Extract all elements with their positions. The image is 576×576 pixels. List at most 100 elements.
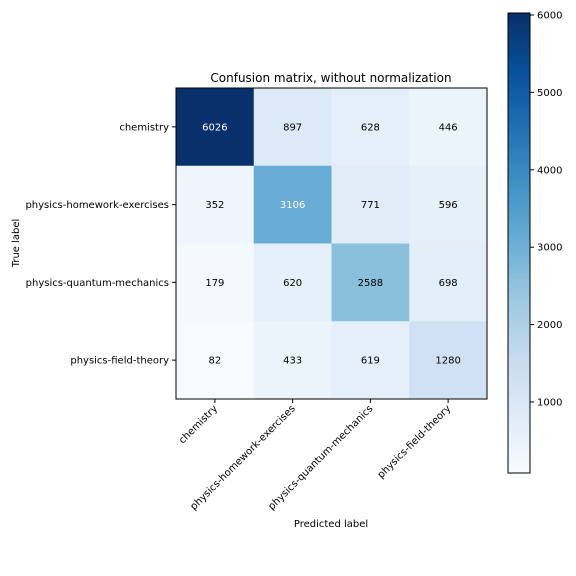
colorbar-gradient-step [508, 86, 530, 90]
colorbar-gradient-step [508, 51, 530, 55]
colorbar-gradient-step [508, 350, 530, 354]
colorbar-gradient-step [508, 48, 530, 52]
colorbar-gradient-step [508, 170, 530, 174]
colorbar-gradient-step [508, 327, 530, 331]
colorbar-gradient-step [508, 335, 530, 339]
colorbar-gradient-step [508, 308, 530, 312]
colorbar-gradient-step [508, 186, 530, 190]
colorbar-gradient-step [508, 400, 530, 404]
colorbar-gradient-step [508, 25, 530, 29]
y-tick-label: chemistry [119, 122, 169, 133]
cell-value-label: 619 [361, 356, 380, 367]
cell-value-label: 433 [283, 356, 302, 367]
colorbar-tick-label: 4000 [537, 165, 562, 176]
colorbar-gradient-step [508, 201, 530, 205]
colorbar-gradient-step [508, 205, 530, 209]
colorbar-gradient-step [508, 278, 530, 282]
colorbar-gradient-step [508, 239, 530, 243]
cell-value-label: 82 [209, 356, 222, 367]
cell-value-label: 6026 [202, 122, 227, 133]
colorbar-gradient-step [508, 235, 530, 239]
colorbar-gradient-step [508, 220, 530, 224]
colorbar-gradient-step [508, 450, 530, 454]
colorbar-gradient-step [508, 36, 530, 40]
colorbar-gradient-step [508, 155, 530, 159]
x-tick-label: physics-field-theory [376, 403, 454, 481]
colorbar-gradient-step [508, 343, 530, 347]
colorbar-gradient-step [508, 101, 530, 105]
colorbar-tick-label: 3000 [537, 243, 562, 254]
colorbar-gradient-step [508, 316, 530, 320]
colorbar-gradient-step [508, 124, 530, 128]
colorbar-gradient-step [508, 71, 530, 75]
colorbar-gradient-step [508, 270, 530, 274]
cell-value-label: 620 [283, 278, 302, 289]
colorbar-gradient-step [508, 166, 530, 170]
cell-value-label: 596 [439, 200, 458, 211]
colorbar-gradient-step [508, 304, 530, 308]
colorbar-gradient-step [508, 224, 530, 228]
colorbar-gradient-step [508, 281, 530, 285]
colorbar-gradient-step [508, 389, 530, 393]
colorbar-gradient-step [508, 28, 530, 32]
colorbar-gradient-step [508, 255, 530, 259]
colorbar-gradient-step [508, 232, 530, 236]
colorbar-gradient-step [508, 32, 530, 36]
cell-value-label: 2588 [358, 278, 383, 289]
colorbar-gradient-step [508, 297, 530, 301]
colorbar-gradient-step [508, 465, 530, 469]
colorbar-gradient-step [508, 423, 530, 427]
colorbar-gradient-step [508, 427, 530, 431]
y-axis-label: True label [11, 219, 22, 269]
colorbar-gradient-step [508, 140, 530, 144]
colorbar-gradient-step [508, 289, 530, 293]
colorbar-gradient-step [508, 393, 530, 397]
colorbar-gradient-step [508, 377, 530, 381]
colorbar-gradient-step [508, 113, 530, 117]
colorbar-gradient-step [508, 189, 530, 193]
colorbar-gradient-step [508, 385, 530, 389]
colorbar-gradient-step [508, 262, 530, 266]
colorbar-gradient-step [508, 212, 530, 216]
colorbar-gradient-step [508, 293, 530, 297]
colorbar-gradient-step [508, 366, 530, 370]
colorbar-gradient-step [508, 90, 530, 94]
colorbar-gradient-step [508, 21, 530, 25]
colorbar-gradient-step [508, 55, 530, 59]
colorbar-gradient-step [508, 347, 530, 351]
y-tick-label: physics-homework-exercises [25, 200, 169, 211]
colorbar-gradient-step [508, 109, 530, 113]
colorbar-gradient-step [508, 44, 530, 48]
colorbar-gradient-step [508, 370, 530, 374]
cell-value-label: 179 [205, 278, 224, 289]
colorbar-gradient-step [508, 301, 530, 305]
colorbar: 100020003000400050006000 [508, 11, 562, 474]
colorbar-tick-label: 1000 [537, 397, 562, 408]
y-tick-label: physics-quantum-mechanics [26, 278, 169, 289]
y-axis-ticks: chemistry physics-homework-exercises physi… [25, 122, 176, 366]
colorbar-gradient-step [508, 251, 530, 255]
colorbar-gradient-step [508, 454, 530, 458]
colorbar-gradient-step [508, 247, 530, 251]
colorbar-gradient-step [508, 412, 530, 416]
colorbar-gradient-step [508, 82, 530, 86]
colorbar-gradient-step [508, 163, 530, 167]
colorbar-gradient-step [508, 143, 530, 147]
colorbar-tick-label: 5000 [537, 88, 562, 99]
colorbar-tick-label: 2000 [537, 320, 562, 331]
colorbar-gradient-step [508, 408, 530, 412]
heatmap-cells [176, 88, 488, 400]
colorbar-gradient-step [508, 178, 530, 182]
colorbar-gradient-step [508, 228, 530, 232]
colorbar-gradient-step [508, 274, 530, 278]
x-axis-ticks: chemistryphysics-homework-exercisesphysi… [177, 399, 453, 513]
colorbar-gradient-step [508, 373, 530, 377]
colorbar-gradient-step [508, 147, 530, 151]
cell-value-label: 1280 [435, 356, 460, 367]
colorbar-gradient-step [508, 404, 530, 408]
colorbar-gradient-step [508, 151, 530, 155]
colorbar-gradient-step [508, 67, 530, 71]
colorbar-gradient-step [508, 285, 530, 289]
colorbar-gradient-step [508, 331, 530, 335]
